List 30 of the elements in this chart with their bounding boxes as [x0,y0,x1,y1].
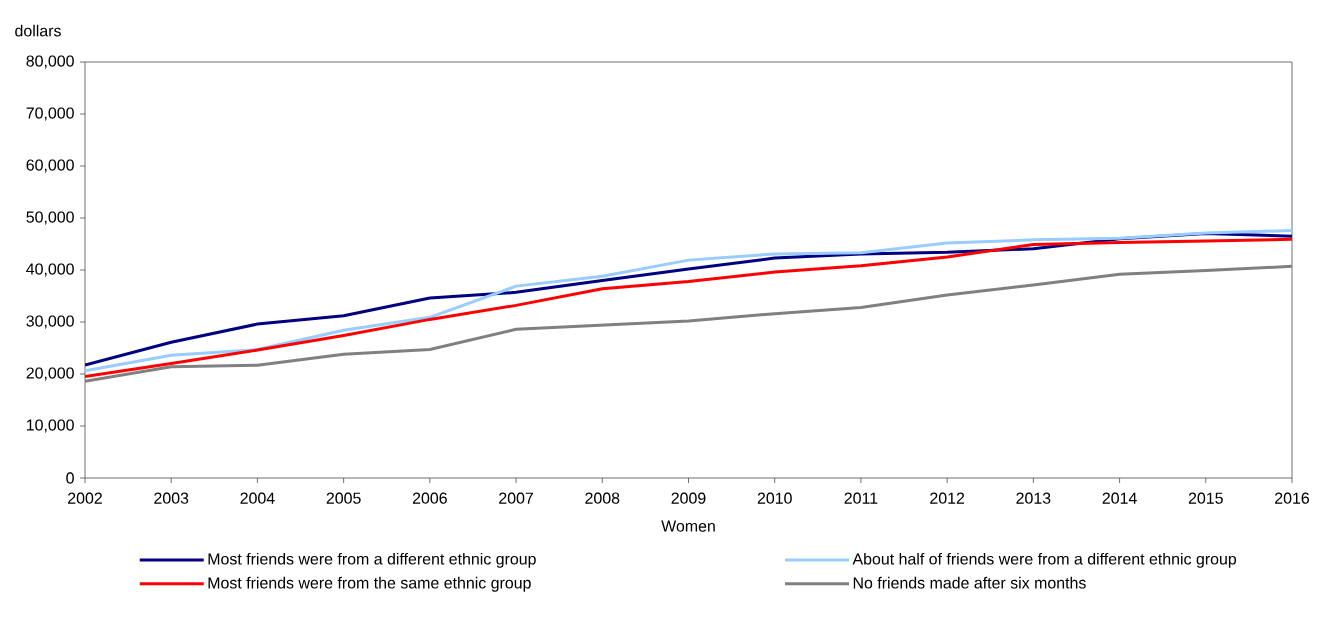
x-tick-label: 2003 [154,492,189,504]
y-tick-label: 10,000 [26,419,74,433]
x-tick-label: 2016 [1275,492,1310,504]
x-tick-label: 2006 [412,492,447,504]
x-tick-label: 2015 [1188,492,1223,504]
legend-label: Most friends were from the same ethnic group [208,576,531,592]
legend-label: About half of friends were from a different ethnic group [852,552,1237,568]
y-tick-label: 80,000 [26,55,74,69]
x-tick-label: 2007 [499,492,533,504]
y-tick-label: 0 [66,472,74,484]
y-tick-label: 60,000 [26,159,74,173]
y-tick-label: 40,000 [26,263,74,277]
x-tick-label: 2012 [930,492,965,504]
legend-label: Most friends were from a different ethnic group [208,552,536,568]
x-tick-label: 2011 [844,492,878,504]
x-tick-label: 2014 [1102,492,1137,504]
y-axis-title: dollars [15,24,61,37]
y-tick-label: 50,000 [26,211,74,225]
legend-label: No friends made after six months [853,576,1086,589]
x-tick-label: 2013 [1016,492,1051,504]
x-tick-label: 2010 [757,492,792,504]
x-tick-label: 2008 [585,492,620,504]
x-tick-label: 2009 [671,492,706,504]
y-tick-label: 20,000 [26,367,74,381]
x-tick-label: 2005 [326,492,361,504]
x-tick-label: 2004 [240,492,275,504]
x-axis-title: Women [661,520,715,532]
x-tick-label: 2002 [68,492,102,504]
y-tick-label: 70,000 [26,107,74,121]
y-tick-label: 30,000 [26,315,74,329]
